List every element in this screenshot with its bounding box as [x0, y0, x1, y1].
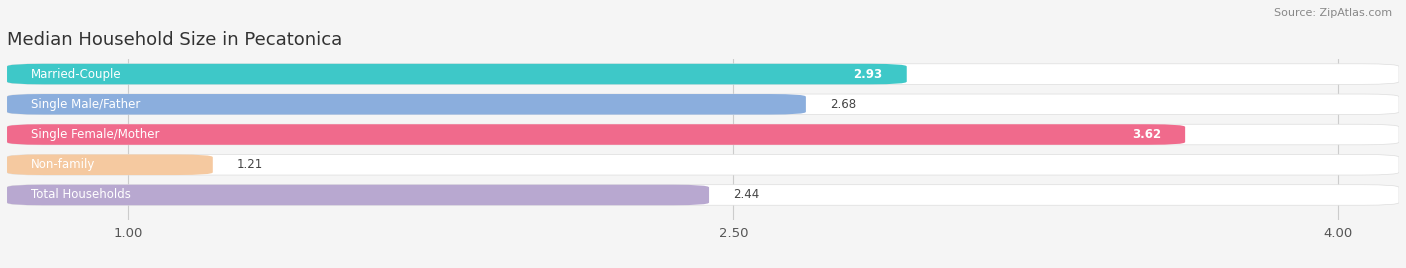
FancyBboxPatch shape [7, 154, 1399, 175]
FancyBboxPatch shape [7, 64, 1399, 84]
FancyBboxPatch shape [7, 185, 709, 205]
FancyBboxPatch shape [7, 124, 1185, 145]
FancyBboxPatch shape [7, 154, 212, 175]
FancyBboxPatch shape [7, 124, 1399, 145]
Text: 3.62: 3.62 [1132, 128, 1161, 141]
Text: Total Households: Total Households [31, 188, 131, 202]
FancyBboxPatch shape [7, 64, 907, 84]
Text: Married-Couple: Married-Couple [31, 68, 122, 81]
FancyBboxPatch shape [7, 94, 1399, 115]
Text: Non-family: Non-family [31, 158, 96, 171]
FancyBboxPatch shape [7, 94, 806, 115]
Text: 2.68: 2.68 [830, 98, 856, 111]
Text: Single Female/Mother: Single Female/Mother [31, 128, 160, 141]
Text: Median Household Size in Pecatonica: Median Household Size in Pecatonica [7, 31, 342, 49]
Text: 2.93: 2.93 [853, 68, 883, 81]
Text: 2.44: 2.44 [734, 188, 759, 202]
Text: Single Male/Father: Single Male/Father [31, 98, 141, 111]
Text: 1.21: 1.21 [238, 158, 263, 171]
Text: Source: ZipAtlas.com: Source: ZipAtlas.com [1274, 8, 1392, 18]
FancyBboxPatch shape [7, 185, 1399, 205]
